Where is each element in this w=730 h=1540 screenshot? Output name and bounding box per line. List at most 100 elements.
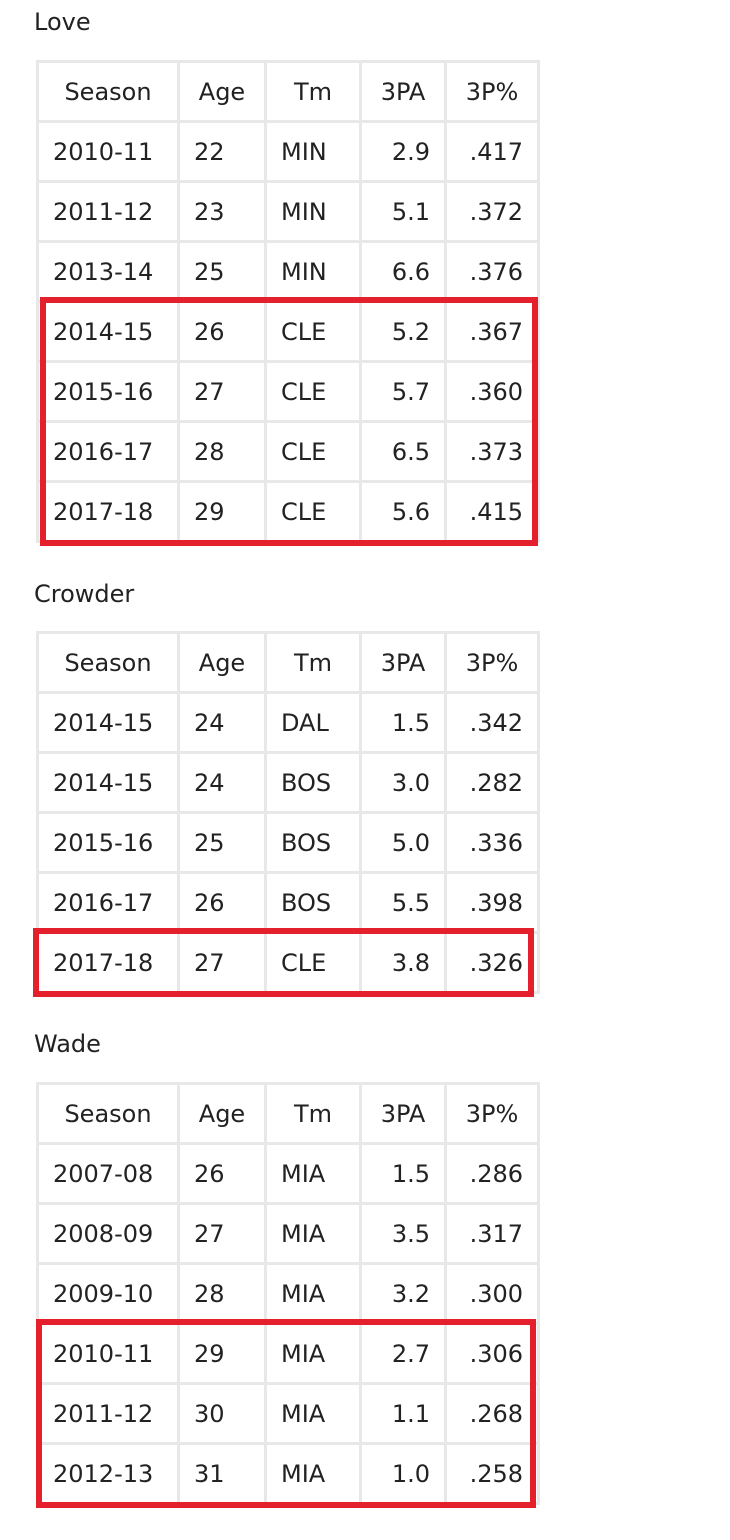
cell: .398	[447, 874, 537, 931]
data-row: 2013-14 25 MIN 6.6.376	[39, 243, 537, 300]
cell: 5.1	[362, 183, 444, 240]
highlight-box	[40, 297, 538, 546]
cell: CLE	[267, 303, 359, 360]
cell: 2008-09	[39, 1205, 177, 1262]
data-row: 2015-16 25 BOS 5.0.336	[39, 814, 537, 871]
cell: MIA	[267, 1205, 359, 1262]
cell: 24	[180, 694, 264, 751]
header-cell: Tm	[267, 1085, 359, 1142]
header-cell: 3P%	[447, 634, 537, 691]
cell: 5.0	[362, 814, 444, 871]
cell: MIN	[267, 243, 359, 300]
data-row: 2016-17 28 CLE 6.5.373	[39, 423, 537, 480]
cell: 2017-18	[39, 483, 177, 540]
cell: .282	[447, 754, 537, 811]
cell: 2010-11	[39, 123, 177, 180]
header-cell: Tm	[267, 634, 359, 691]
data-row: 2011-12 23 MIN 5.1.372	[39, 183, 537, 240]
data-row: 2017-18 29 CLE 5.6.415	[39, 483, 537, 540]
cell: 2.9	[362, 123, 444, 180]
cell: 2017-18	[39, 934, 177, 991]
cell: 2007-08	[39, 1145, 177, 1202]
cell: 3.2	[362, 1265, 444, 1322]
header-row: Season Age Tm 3PA 3P%	[39, 634, 537, 691]
cell: .326	[447, 934, 537, 991]
cell: .417	[447, 123, 537, 180]
data-row: 2008-09 27 MIA 3.5.317	[39, 1205, 537, 1262]
header-cell: 3PA	[362, 634, 444, 691]
cell: 1.5	[362, 1145, 444, 1202]
cell: CLE	[267, 934, 359, 991]
cell: 2009-10	[39, 1265, 177, 1322]
cell: 28	[180, 1265, 264, 1322]
cell: 23	[180, 183, 264, 240]
cell: 2011-12	[39, 1385, 177, 1442]
header-cell: 3P%	[447, 63, 537, 120]
cell: 26	[180, 1145, 264, 1202]
cell: 25	[180, 243, 264, 300]
cell: 2014-15	[39, 694, 177, 751]
cell: .342	[447, 694, 537, 751]
cell: 30	[180, 1385, 264, 1442]
cell: CLE	[267, 423, 359, 480]
cell: 26	[180, 874, 264, 931]
header-cell: Tm	[267, 63, 359, 120]
cell: 2010-11	[39, 1325, 177, 1382]
cell: BOS	[267, 814, 359, 871]
cell: 2016-17	[39, 874, 177, 931]
data-row: 2010-11 29 MIA 2.7.306	[39, 1325, 537, 1382]
cell: .376	[447, 243, 537, 300]
data-row: 2016-17 26 BOS 5.5.398	[39, 874, 537, 931]
data-row: 2007-08 26 MIA 1.5.286	[39, 1145, 537, 1202]
cell: .258	[447, 1445, 537, 1502]
stats-table: Season Age Tm 3PA 3P% 2007-08 26 MIA 1.5.286 2008…	[36, 1082, 540, 1505]
cell: 27	[180, 934, 264, 991]
cell: CLE	[267, 363, 359, 420]
cell: 2013-14	[39, 243, 177, 300]
cell: 1.1	[362, 1385, 444, 1442]
highlight-box	[33, 928, 534, 997]
data-row: 2010-11 22 MIN 2.9.417	[39, 123, 537, 180]
cell: MIN	[267, 183, 359, 240]
cell: .415	[447, 483, 537, 540]
cell: 2014-15	[39, 303, 177, 360]
cell: .306	[447, 1325, 537, 1382]
cell: .372	[447, 183, 537, 240]
cell: 28	[180, 423, 264, 480]
data-row: 2011-12 30 MIA 1.1.268	[39, 1385, 537, 1442]
table-title: Wade	[34, 1030, 101, 1058]
cell: 6.5	[362, 423, 444, 480]
header-cell: Season	[39, 634, 177, 691]
cell: 3.0	[362, 754, 444, 811]
cell: 1.0	[362, 1445, 444, 1502]
cell: .317	[447, 1205, 537, 1262]
header-cell: 3PA	[362, 63, 444, 120]
header-cell: Age	[180, 634, 264, 691]
cell: 27	[180, 1205, 264, 1262]
cell: 2015-16	[39, 363, 177, 420]
cell: BOS	[267, 874, 359, 931]
cell: BOS	[267, 754, 359, 811]
cell: 27	[180, 363, 264, 420]
cell: MIA	[267, 1385, 359, 1442]
data-row: 2014-15 24 DAL 1.5.342	[39, 694, 537, 751]
cell: 3.5	[362, 1205, 444, 1262]
cell: 1.5	[362, 694, 444, 751]
cell: .268	[447, 1385, 537, 1442]
data-row: 2015-16 27 CLE 5.7.360	[39, 363, 537, 420]
cell: MIA	[267, 1145, 359, 1202]
cell: 29	[180, 483, 264, 540]
cell: .360	[447, 363, 537, 420]
header-cell: Season	[39, 63, 177, 120]
cell: .367	[447, 303, 537, 360]
cell: 2012-13	[39, 1445, 177, 1502]
cell: .373	[447, 423, 537, 480]
cell: 5.7	[362, 363, 444, 420]
cell: 2015-16	[39, 814, 177, 871]
cell: CLE	[267, 483, 359, 540]
cell: MIA	[267, 1265, 359, 1322]
cell: MIA	[267, 1445, 359, 1502]
cell: 26	[180, 303, 264, 360]
cell: 2014-15	[39, 754, 177, 811]
cell: 25	[180, 814, 264, 871]
